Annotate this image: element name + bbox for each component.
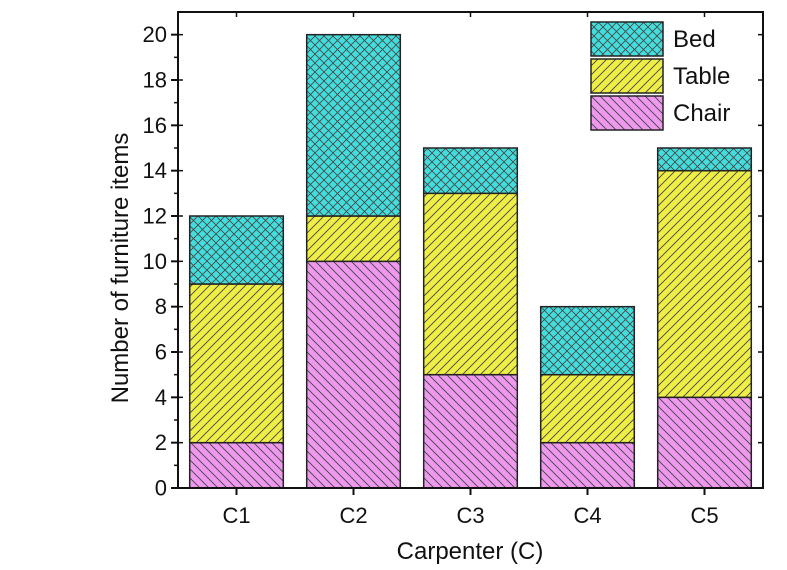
bar-hatch: [539, 305, 636, 376]
bars-layer: [188, 33, 753, 489]
x-tick-label-c1: C1: [222, 503, 250, 528]
bar-hatch: [422, 373, 519, 489]
bar-hatch: [305, 260, 402, 489]
y-tick-label-14: 14: [143, 158, 167, 183]
bar-bed-c1: [188, 215, 285, 285]
bar-chair-c1: [188, 441, 285, 489]
x-tick-label-c3: C3: [456, 503, 484, 528]
bar-hatch: [422, 147, 519, 195]
y-tick-label-12: 12: [143, 204, 167, 229]
y-tick-label-10: 10: [143, 249, 167, 274]
bar-table-c5: [656, 169, 753, 399]
legend-item-bed: Bed: [590, 21, 716, 57]
bar-bed-c5: [656, 147, 753, 172]
bar-hatch: [539, 441, 636, 489]
bar-hatch: [188, 215, 285, 285]
bar-hatch: [656, 147, 753, 172]
bar-bed-c4: [539, 305, 636, 376]
y-tick-label-20: 20: [143, 22, 167, 47]
legend-label: Chair: [673, 100, 730, 127]
bar-chair-c5: [656, 396, 753, 489]
bar-chair-c4: [539, 441, 636, 489]
x-tick-label-c4: C4: [573, 503, 601, 528]
y-tick-label-18: 18: [143, 68, 167, 93]
legend-label: Bed: [673, 26, 716, 53]
y-tick-label-4: 4: [155, 385, 167, 410]
legend-swatch: [590, 21, 664, 57]
bar-hatch: [656, 169, 753, 399]
y-tick-label-0: 0: [155, 476, 167, 501]
bar-hatch: [656, 396, 753, 489]
bar-chair-c2: [305, 260, 402, 489]
bar-table-c2: [305, 215, 402, 263]
ticks-layer: 0 2 4 6 8 10 12 14 16 18 20 C1 C2 C3 C4 C5: [143, 12, 763, 528]
bar-hatch: [188, 283, 285, 444]
bar-chair-c3: [422, 373, 519, 489]
x-tick-label-c2: C2: [339, 503, 367, 528]
y-axis-title: Number of furniture items: [107, 133, 134, 404]
legend-swatch: [590, 58, 664, 94]
bar-table-c3: [422, 192, 519, 376]
bar-table-c1: [188, 283, 285, 444]
y-tick-label-6: 6: [155, 340, 167, 365]
y-tick-label-16: 16: [143, 113, 167, 138]
y-tick-label-2: 2: [155, 430, 167, 455]
x-axis-title: Carpenter (C): [397, 538, 544, 565]
bar-hatch: [539, 373, 636, 444]
legend-swatch: [590, 95, 664, 131]
bar-hatch: [188, 441, 285, 489]
legend-item-chair: Chair: [590, 95, 730, 131]
x-tick-label-c5: C5: [690, 503, 718, 528]
legend-item-table: Table: [590, 58, 730, 94]
bar-hatch: [305, 33, 402, 217]
bar-table-c4: [539, 373, 636, 444]
bar-bed-c3: [422, 147, 519, 195]
y-tick-label-8: 8: [155, 294, 167, 319]
legend: Bed Table Chair: [590, 21, 730, 131]
bar-bed-c2: [305, 33, 402, 217]
legend-label: Table: [673, 63, 730, 90]
bar-hatch: [422, 192, 519, 376]
bar-hatch: [305, 215, 402, 263]
